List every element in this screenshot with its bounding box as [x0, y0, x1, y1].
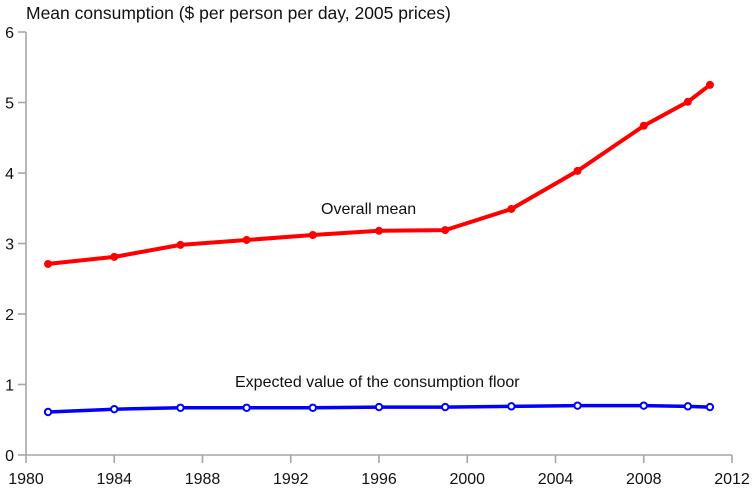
chart-title: Mean consumption ($ per person per day, …: [26, 3, 451, 23]
x-tick-label: 2008: [626, 471, 662, 488]
series-consumption-floor: [43, 401, 715, 417]
data-point: [683, 97, 692, 106]
x-tick-label: 1980: [8, 471, 44, 488]
x-tick-label: 1988: [185, 471, 221, 488]
series-layer: [43, 80, 715, 417]
y-tick-label: 0: [5, 448, 14, 465]
data-point: [507, 402, 516, 411]
data-point: [573, 166, 582, 175]
data-point: [639, 121, 648, 130]
data-point: [110, 404, 119, 414]
x-tick-label: 1996: [361, 471, 397, 488]
data-point: [176, 403, 185, 412]
axes: 0 1 2 3 4 5 6 1980 1984 1988 1992 1996 2000 2004 2008 2…: [5, 25, 750, 488]
data-point: [441, 226, 450, 235]
data-point: [374, 402, 384, 412]
y-tick-label: 6: [5, 25, 14, 42]
y-tick-label: 3: [5, 237, 14, 254]
data-point: [375, 226, 383, 235]
data-point: [44, 259, 53, 268]
x-tick-label: 1984: [96, 471, 132, 488]
data-point: [705, 402, 715, 412]
data-point: [308, 231, 317, 240]
data-point: [110, 252, 119, 261]
data-point: [705, 80, 714, 89]
y-tick-label: 5: [5, 96, 14, 113]
data-point: [176, 240, 185, 249]
data-point: [573, 401, 582, 410]
y-tick-label: 4: [5, 166, 14, 183]
series-line: [48, 403, 710, 414]
data-point: [242, 403, 251, 412]
y-tick-label: 1: [5, 378, 14, 395]
x-tick-label: 2000: [449, 471, 485, 488]
y-tick-label: 2: [5, 307, 14, 324]
data-point: [507, 204, 516, 213]
series-line: [47, 83, 712, 266]
x-tick-label: 1992: [273, 471, 309, 488]
series-overall-mean: [44, 80, 714, 268]
x-tick-label: 2004: [538, 471, 574, 488]
data-point: [43, 407, 53, 417]
data-point: [308, 403, 318, 412]
x-tick-label: 2012: [714, 471, 750, 488]
data-point: [440, 402, 450, 412]
data-point: [683, 402, 693, 411]
annotation-overall-mean: Overall mean: [321, 201, 416, 218]
annotation-consumption-floor: Expected value of the consumption floor: [235, 374, 520, 391]
data-point: [242, 235, 251, 244]
data-point: [639, 401, 648, 410]
